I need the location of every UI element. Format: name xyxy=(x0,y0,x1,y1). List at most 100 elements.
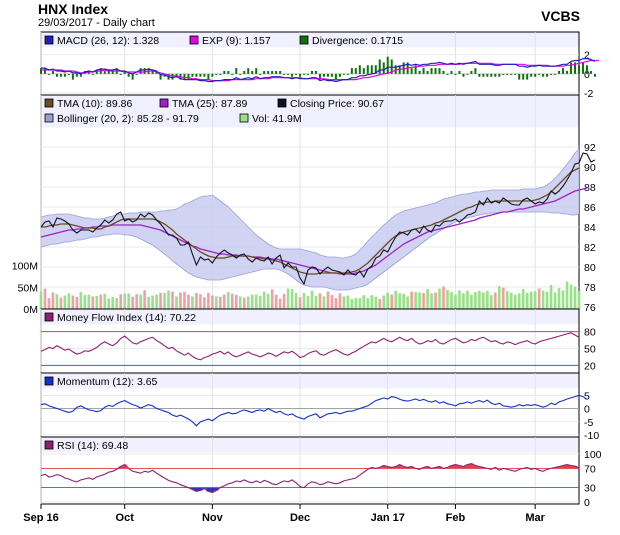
volume-bar xyxy=(179,292,182,309)
rsi-overbought-fill xyxy=(385,466,390,469)
rsi-overbought-fill xyxy=(461,466,466,469)
volume-bar xyxy=(87,294,91,309)
volume-bar xyxy=(238,296,242,309)
divergence-bar xyxy=(446,73,449,75)
divergence-bar xyxy=(589,71,592,74)
volume-bar xyxy=(577,290,581,309)
divergence-bar xyxy=(422,68,425,74)
divergence-bar xyxy=(470,71,473,74)
divergence-bar xyxy=(526,73,529,80)
rsi-oversold-fill xyxy=(210,487,215,493)
x-tick-label: Sep 16 xyxy=(23,512,58,524)
volume-bar xyxy=(111,296,115,309)
volume-bar xyxy=(394,290,397,309)
volume-bar xyxy=(203,297,206,309)
volume-bar xyxy=(242,297,246,309)
volume-bar xyxy=(362,295,366,309)
y-tick-label: 84 xyxy=(584,222,596,234)
rsi-overbought-fill xyxy=(457,465,462,469)
legend-swatch xyxy=(189,35,199,45)
y-tick-label: -2 xyxy=(584,88,593,100)
volume-bar xyxy=(386,292,390,309)
volume-bar xyxy=(553,292,557,309)
volume-bar xyxy=(378,298,382,309)
volume-bar xyxy=(569,284,573,309)
legend-swatch xyxy=(299,35,309,45)
divergence-bar xyxy=(478,73,481,77)
divergence-bar xyxy=(585,65,588,74)
x-tick-label: Mar xyxy=(525,512,545,524)
divergence-bar xyxy=(554,73,557,75)
volume-bar xyxy=(557,288,561,309)
divergence-bar xyxy=(143,68,146,74)
volume-bar xyxy=(39,291,43,309)
volume-bar xyxy=(99,294,103,309)
divergence-bar xyxy=(283,73,286,75)
legend-strip xyxy=(41,309,579,325)
volume-bar xyxy=(529,291,533,309)
volume-bar xyxy=(219,296,222,309)
divergence-bar xyxy=(239,73,242,75)
legend-swatch xyxy=(44,98,54,108)
divergence-bar xyxy=(490,73,493,77)
tma10-line xyxy=(41,167,580,275)
legend-label: Divergence: 0.1715 xyxy=(312,35,403,47)
rsi-overbought-fill xyxy=(122,464,127,469)
volume-bar xyxy=(143,290,146,309)
divergence-bar xyxy=(95,71,98,74)
x-axis: Sep 16 Oct Nov Dec Jan 17 Feb Mar xyxy=(23,504,546,524)
volume-bar xyxy=(501,287,505,309)
volume-bar xyxy=(490,295,493,309)
divergence-bar xyxy=(346,73,349,75)
divergence-bar xyxy=(566,71,569,74)
divergence-bar xyxy=(570,62,573,74)
volume-bar xyxy=(509,292,513,309)
divergence-bar xyxy=(358,65,361,74)
rsi-overbought-fill xyxy=(449,465,454,469)
divergence-bar xyxy=(442,71,445,74)
rsi-oversold-fill xyxy=(194,487,199,492)
divergence-bar xyxy=(426,71,429,74)
y-tick-label: 30 xyxy=(584,483,596,495)
y-tick-label: -5 xyxy=(584,417,593,429)
y-tick-label: 82 xyxy=(584,242,596,254)
divergence-bar xyxy=(518,73,521,80)
volume-bar xyxy=(513,294,517,309)
x-tick-label: Nov xyxy=(202,512,224,524)
divergence-bar xyxy=(334,73,337,80)
legend-label: Vol: 41.9M xyxy=(252,113,302,125)
panel-price: 92 90 88 86 84 82 80 78 76 TMA (10): 89.86 TMA (25… xyxy=(12,94,596,316)
volume-bar xyxy=(59,297,63,309)
volume-bar xyxy=(414,292,417,309)
divergence-bar xyxy=(378,59,381,74)
volume-bar xyxy=(366,298,370,309)
volume-bar xyxy=(521,288,525,309)
divergence-bar xyxy=(542,73,545,77)
x-tick-label: Feb xyxy=(446,512,466,524)
divergence-bar xyxy=(454,73,457,75)
volume-bar xyxy=(254,294,258,309)
volume-bar xyxy=(525,292,529,309)
bollinger-band xyxy=(41,149,579,290)
divergence-bar xyxy=(227,71,230,74)
y-tick-label: 70 xyxy=(584,463,596,475)
volume-bar xyxy=(486,290,489,309)
volume-bar xyxy=(410,291,413,309)
volume-bar xyxy=(195,292,198,309)
y-tick-label: 90 xyxy=(584,162,596,174)
x-tick-label: Jan 17 xyxy=(371,512,405,524)
volume-bar xyxy=(135,294,138,309)
volume-bar xyxy=(286,288,290,309)
divergence-bar xyxy=(307,73,310,75)
volume-bar xyxy=(338,293,342,309)
divergence-bar xyxy=(59,73,62,77)
y-tick-label: 5 xyxy=(584,390,590,402)
volume-bar xyxy=(466,290,469,309)
volume-bar xyxy=(458,290,461,309)
divergence-bar xyxy=(382,62,385,74)
close-price-line xyxy=(40,152,596,286)
legend-label: Bollinger (20, 2): 85.28 - 91.79 xyxy=(57,113,199,125)
divergence-bar xyxy=(430,68,433,74)
volume-bar xyxy=(167,290,170,309)
